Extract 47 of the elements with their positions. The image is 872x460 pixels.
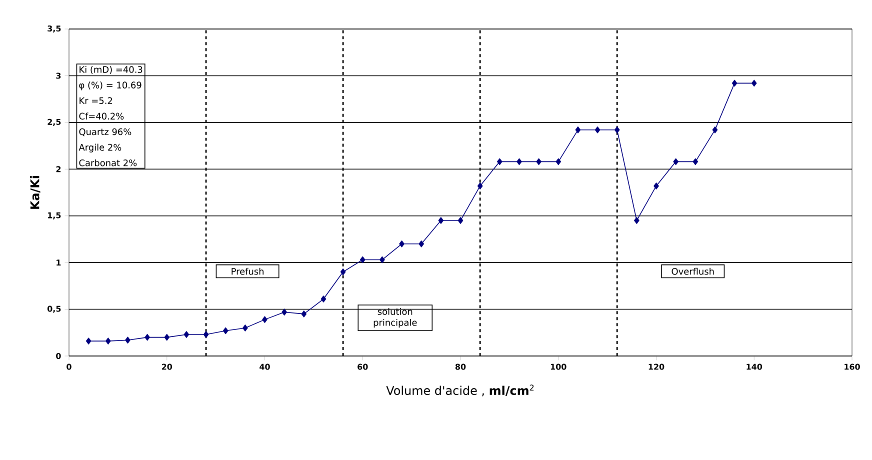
point — [242, 324, 248, 332]
point — [673, 158, 678, 166]
annotation: Cf=40.2% — [79, 112, 124, 120]
point — [556, 158, 562, 166]
point — [751, 80, 757, 87]
point — [438, 217, 444, 224]
point — [144, 334, 150, 341]
point — [184, 331, 190, 338]
annotation: Quartz 96% — [79, 128, 132, 136]
point — [614, 126, 620, 134]
point — [536, 158, 542, 166]
point — [692, 158, 698, 166]
annotation: Ki (mD) =40.3 — [80, 66, 142, 74]
point — [380, 256, 385, 264]
annotation: solution principale — [374, 308, 417, 328]
x-axis-title: Volume d'acide , ml/cm$^{2}$ — [386, 384, 534, 396]
point — [340, 268, 346, 276]
annotation: Argile 2% — [78, 144, 122, 152]
point — [282, 308, 287, 316]
point — [125, 336, 130, 344]
point — [594, 126, 600, 134]
point — [497, 158, 502, 166]
annotation: φ (%) = 10.69 — [79, 82, 142, 90]
point — [634, 217, 640, 224]
point — [516, 158, 522, 166]
point — [399, 240, 404, 248]
point — [222, 327, 228, 334]
point — [654, 182, 659, 190]
point — [732, 80, 738, 87]
annotation: Overflush — [672, 268, 714, 275]
point — [458, 217, 464, 224]
y-axis-title: Ka/Ki — [30, 176, 40, 209]
annotation: Kr =5.2 — [80, 97, 112, 104]
point — [320, 296, 326, 302]
point — [575, 126, 581, 134]
point — [418, 240, 424, 248]
point — [477, 182, 483, 190]
annotation: Carbonat 2% — [79, 159, 137, 166]
point — [203, 331, 209, 338]
point — [164, 334, 170, 341]
point — [106, 338, 111, 344]
point — [301, 310, 307, 318]
point — [712, 126, 718, 134]
point — [86, 338, 92, 344]
annotation: Prefush — [232, 268, 264, 275]
point — [360, 256, 366, 264]
point — [262, 316, 268, 323]
